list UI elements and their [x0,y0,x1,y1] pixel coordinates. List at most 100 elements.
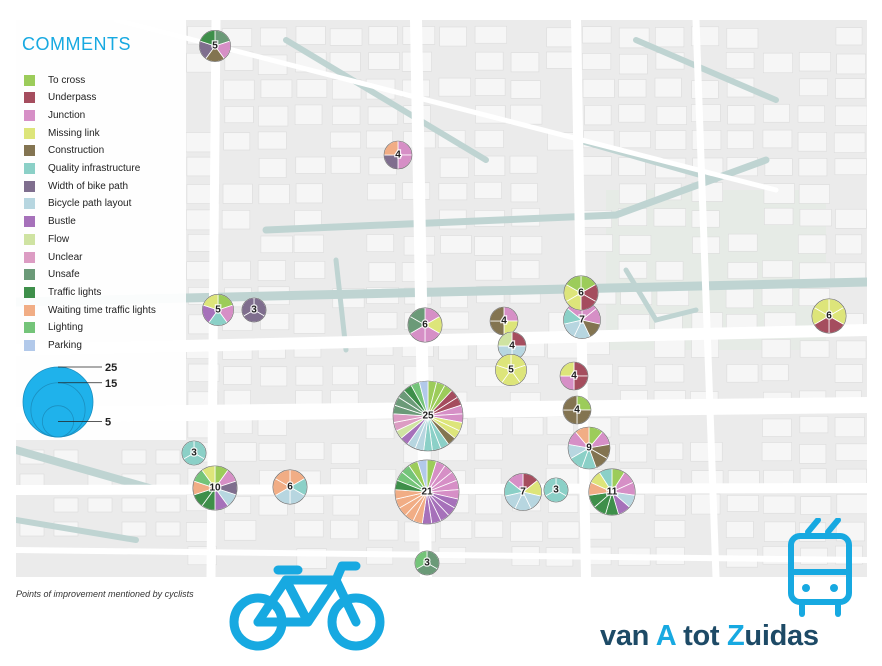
comment-pie[interactable]: 6 [563,275,599,311]
pie-count-label: 21 [421,487,433,498]
legend-swatch [24,109,35,121]
comment-pie[interactable]: 5 [199,29,231,63]
comment-pie[interactable]: 4 [562,395,592,425]
pie-count-label: 9 [586,443,592,454]
legend-swatch [24,269,35,281]
legend-item: To cross [24,74,85,86]
size-legend-label: 15 [105,378,117,390]
pie-count-label: 5 [212,41,218,52]
pie-count-label: 3 [191,448,197,459]
comment-pie[interactable]: 7 [504,473,542,511]
pie-count-label: 6 [287,482,293,493]
comment-pie[interactable]: 3 [543,477,569,503]
legend-swatch [24,198,35,210]
comment-pie[interactable]: 4 [489,306,519,336]
legend-swatch [24,127,35,139]
pie-outline [588,468,636,516]
comment-pie[interactable]: 4 [383,140,413,170]
map-caption: Points of improvement mentioned by cycli… [16,589,194,599]
pie-outline [811,298,847,334]
pie-outline [543,477,569,503]
comment-pie[interactable]: 3 [181,440,207,466]
comment-pie[interactable]: 3 [414,550,440,576]
legend-title: COMMENTS [22,34,131,54]
pie-outline [383,140,413,170]
comment-pie[interactable]: 6 [811,298,847,334]
comment-pie[interactable]: 6 [272,469,308,505]
pie-count-label: 25 [422,411,434,422]
legend-item: Bustle [24,216,76,228]
legend-label: Missing link [48,127,100,139]
legend-label: Width of bike path [48,180,129,192]
legend-label: Lighting [48,322,84,334]
pie-count-label: 5 [215,305,221,316]
comment-pie[interactable]: 9 [567,426,611,470]
pie-count-label: 10 [209,483,221,494]
pie-count-label: 6 [422,320,428,331]
comment-pie[interactable]: 21 [394,459,460,525]
legend-label: Bicycle path layout [48,198,132,210]
comment-pie[interactable]: 6 [407,307,443,343]
legend-swatch [24,180,35,192]
pie-outline [567,426,611,470]
pie-outline [394,459,460,525]
pie-count-label: 5 [508,365,514,376]
size-legend-label: 5 [105,416,111,428]
pie-outline [504,473,542,511]
pie-count-label: 6 [578,288,584,299]
brand-part: van [600,620,656,652]
legend-label: Traffic lights [48,286,102,298]
pie-outline [241,297,267,323]
pie-outline [414,550,440,576]
pie-outline [562,395,592,425]
pie-outline [559,361,589,391]
pie-count-label: 4 [571,371,577,382]
pie-count-label: 7 [579,315,585,326]
pie-outline [495,354,527,386]
legend-item: Quality infrastructure [24,163,140,175]
pie-outline [181,440,207,466]
comment-pie[interactable]: 25 [392,380,464,452]
legend-label: Quality infrastructure [48,163,141,174]
legend-item: Unsafe [24,269,80,281]
comment-pie[interactable]: 11 [588,468,636,516]
comment-pie[interactable]: 3 [241,297,267,323]
legend-swatch [24,233,35,245]
legend-item: Waiting time traffic lights [24,304,156,316]
comment-pie[interactable]: 4 [559,361,589,391]
pie-count-label: 3 [553,485,559,496]
pie-count-label: 6 [826,311,832,322]
legend-item: Flow [24,233,69,245]
legend-swatch [24,322,35,334]
legend-item: Lighting [24,322,83,334]
comment-pie[interactable]: 5 [495,353,527,387]
legend-item: Width of bike path [24,180,128,192]
legend-swatch [24,286,35,298]
pie-count-label: 11 [607,487,618,498]
legend-item: Junction [24,109,85,121]
comment-pie[interactable]: 5 [202,293,234,327]
legend-label: Flow [48,233,70,245]
size-legend: 25 15 5 [22,362,117,438]
pie-count-label: 4 [395,150,401,161]
legend-label: Parking [48,340,82,351]
legend-swatch [24,216,35,228]
legend-item: Unclear [24,251,82,263]
pie-count-label: 4 [574,405,580,416]
legend-label: Waiting time traffic lights [48,304,156,316]
pie-count-label: 4 [509,341,515,352]
pie-count-label: 3 [251,305,257,316]
legend-item: Construction [24,145,104,157]
legend-swatch [24,74,35,86]
legend-label: Unclear [48,251,83,263]
legend-panel: COMMENTS To cross Underpass Junction Missin… [16,20,186,440]
comment-pie[interactable]: 10 [192,465,238,511]
pie-outline [272,469,308,505]
legend-swatch [24,92,35,104]
legend-swatch [24,304,35,316]
legend-item: Underpass [24,92,96,104]
brand-part: tot [675,620,727,652]
pie-count-label: 7 [520,487,526,498]
pie-outline [199,30,231,62]
brand-accent-a: A [655,620,676,652]
